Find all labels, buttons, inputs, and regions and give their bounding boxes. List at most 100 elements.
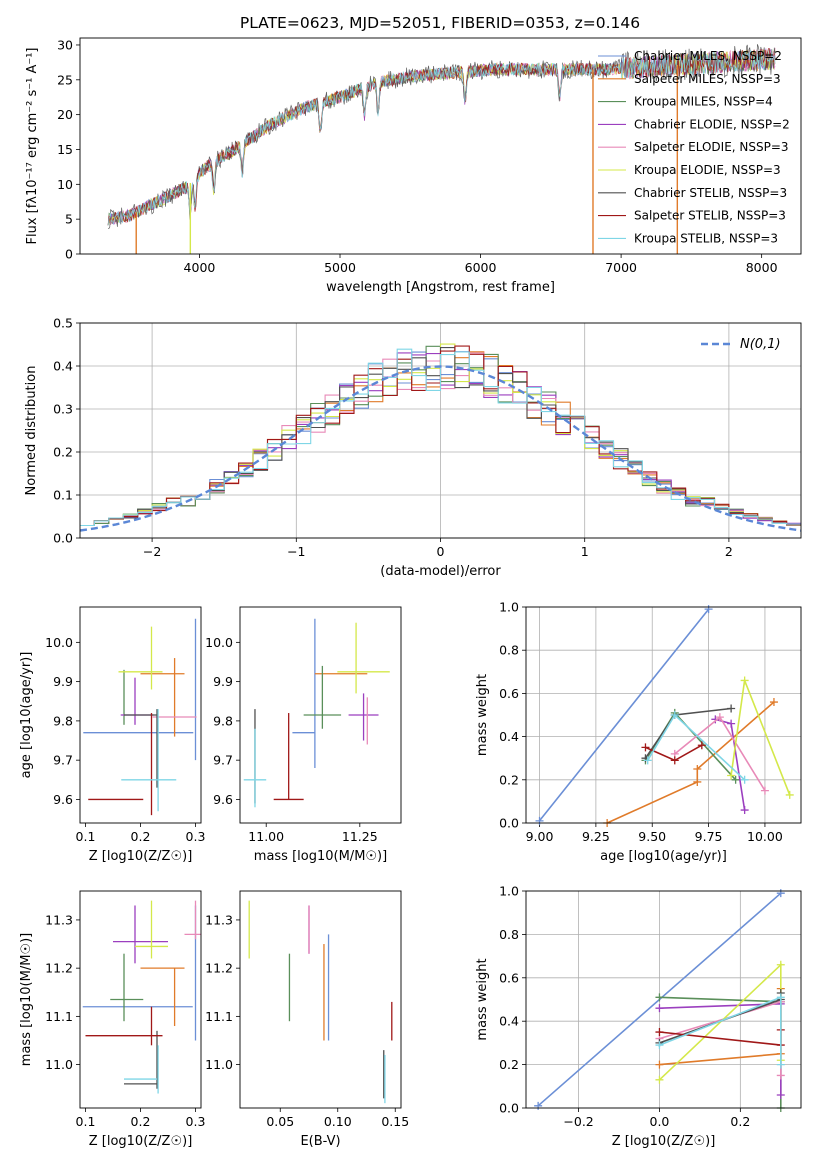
data-point xyxy=(715,713,724,722)
x-tick-label: 0.10 xyxy=(324,1114,352,1129)
data-point xyxy=(740,676,749,685)
x-tick-label: 9.75 xyxy=(695,829,723,844)
y-tick-label: 9.7 xyxy=(213,753,233,768)
x-tick-label: 2 xyxy=(725,544,733,559)
y-tick-label: 0.4 xyxy=(53,359,73,374)
x-tick-label: 0.2 xyxy=(131,829,151,844)
y-tick-label: 20 xyxy=(57,107,73,122)
y-axis-label: mass weight xyxy=(475,674,490,756)
x-tick-label: 0.15 xyxy=(381,1114,409,1129)
plot-frame xyxy=(79,322,802,539)
y-tick-label: 9.9 xyxy=(53,674,73,689)
x-tick-label: 0.3 xyxy=(186,1114,206,1129)
data-point xyxy=(776,1060,785,1069)
x-tick-label: 9.25 xyxy=(582,829,610,844)
data-point xyxy=(534,1101,543,1110)
y-tick-label: 0.4 xyxy=(499,1014,519,1029)
x-tick-label: 0 xyxy=(437,544,445,559)
data-point xyxy=(776,960,785,969)
x-axis-label: Z [log10(Z/Z☉)] xyxy=(89,849,193,864)
data-point xyxy=(760,786,769,795)
legend-label: Kroupa MILES, NSSP=4 xyxy=(634,95,773,109)
data-point xyxy=(731,775,740,784)
x-axis-label: Z [log10(Z/Z☉)] xyxy=(89,1134,193,1149)
x-tick-label: 6000 xyxy=(465,260,497,275)
y-tick-label: 0.5 xyxy=(53,316,73,331)
x-axis-label: (data-model)/error xyxy=(380,564,501,579)
y-tick-label: 9.7 xyxy=(53,753,73,768)
errorbars xyxy=(248,900,393,1104)
y-tick-label: 0.2 xyxy=(499,1057,519,1072)
y-tick-label: 9.6 xyxy=(213,792,233,807)
y-tick-label: 11.1 xyxy=(205,1009,233,1024)
data-point xyxy=(655,1028,664,1037)
y-tick-label: 0.3 xyxy=(53,402,73,417)
data-point xyxy=(670,756,679,765)
y-tick-label: 0.8 xyxy=(499,643,519,658)
y-tick-label: 0.8 xyxy=(499,927,519,942)
y-tick-label: 11.3 xyxy=(45,912,73,927)
x-tick-label: 0.1 xyxy=(76,1114,96,1129)
x-tick-label: −1 xyxy=(287,544,305,559)
legend-label: N(0,1) xyxy=(740,337,781,352)
data-point xyxy=(693,777,702,786)
residuals-axes: −2 −1 0 1 2 0.0 0.1 0.2 0.3 0.4 0.5 (data-model)/er… xyxy=(24,316,802,579)
series-line xyxy=(659,996,782,1108)
normal-curve xyxy=(80,365,801,532)
data-point xyxy=(655,1060,664,1069)
x-axis-label: mass [log10(M/M☉)] xyxy=(254,849,387,864)
x-tick-label: −0.2 xyxy=(563,1114,593,1129)
x-tick-label: 0.2 xyxy=(730,1114,750,1129)
x-tick-label: 9.00 xyxy=(526,829,554,844)
x-tick-label: 7000 xyxy=(605,260,637,275)
y-tick-label: 9.9 xyxy=(213,674,233,689)
x-axis-label: E(B-V) xyxy=(300,1134,340,1149)
data-point xyxy=(655,1041,664,1050)
series-line xyxy=(659,1002,782,1095)
data-point xyxy=(776,1071,785,1080)
x-axis-label: wavelength [Angstrom, rest frame] xyxy=(326,280,555,295)
series-line xyxy=(606,701,775,824)
y-tick-label: 11.0 xyxy=(45,1057,73,1072)
x-tick-label: 11.00 xyxy=(248,829,284,844)
data-point xyxy=(535,816,544,825)
legend-label: Chabrier MILES, NSSP=2 xyxy=(634,49,782,63)
data-point xyxy=(641,743,650,752)
y-axis-label: Normed distribution xyxy=(24,366,39,496)
x-tick-label: 1 xyxy=(581,544,589,559)
data-point xyxy=(655,1004,664,1013)
data-point xyxy=(727,719,736,728)
x-tick-label: 11.25 xyxy=(342,829,378,844)
y-tick-label: 11.2 xyxy=(45,961,73,976)
x-tick-label: 9.50 xyxy=(638,829,666,844)
y-tick-label: 9.8 xyxy=(213,713,233,728)
data-point xyxy=(697,741,706,750)
legend-label: Salpeter MILES, NSSP=3 xyxy=(634,72,781,86)
data-point xyxy=(727,704,736,713)
data-point xyxy=(776,889,785,898)
spectrum-axes: 4000 5000 6000 7000 8000 0 5 10 15 20 25 30 waveleng… xyxy=(25,37,802,295)
x-axis-label: age [log10(age/yr)] xyxy=(600,849,727,864)
y-tick-label: 0.0 xyxy=(499,1101,519,1116)
y-tick-label: 0.0 xyxy=(53,531,73,546)
y-tick-label: 0.2 xyxy=(53,445,73,460)
errorbars xyxy=(243,618,390,808)
chart-title: PLATE=0623, MJD=52051, FIBERID=0353, z=0… xyxy=(240,14,640,32)
y-tick-label: 10.0 xyxy=(45,635,73,650)
y-tick-label: 9.8 xyxy=(53,713,73,728)
x-tick-label: −2 xyxy=(143,544,161,559)
y-tick-label: 1.0 xyxy=(499,600,519,615)
histogram-series xyxy=(80,348,801,527)
spectra xyxy=(107,44,776,254)
plot-frame xyxy=(239,606,402,824)
x-tick-label: 8000 xyxy=(746,260,778,275)
data-point xyxy=(776,993,785,1002)
x-tick-label: 10.00 xyxy=(747,829,783,844)
x-tick-label: 0.2 xyxy=(131,1114,151,1129)
plot-frame xyxy=(525,606,802,824)
y-tick-label: 15 xyxy=(57,142,73,157)
legend-label: Salpeter ELODIE, NSSP=3 xyxy=(634,140,789,154)
y-axis-label: mass weight xyxy=(475,958,490,1040)
data-point xyxy=(776,1090,785,1099)
